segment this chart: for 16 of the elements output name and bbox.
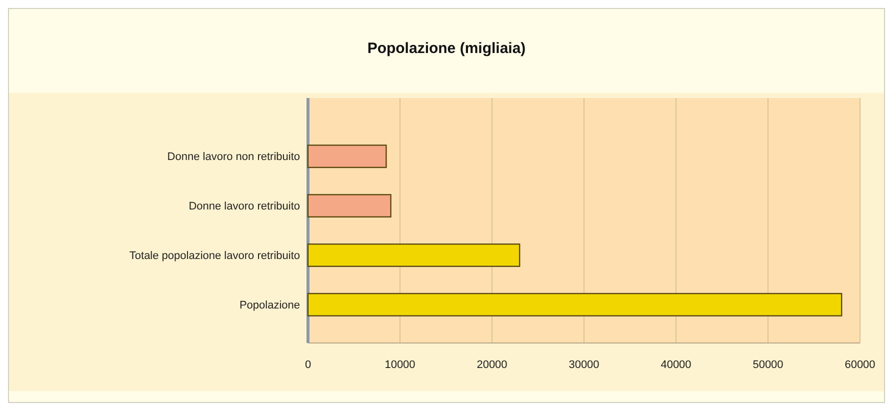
x-tick-label: 50000 — [752, 359, 784, 371]
x-tick-label: 30000 — [568, 359, 600, 371]
bar — [307, 244, 520, 267]
bar — [307, 292, 842, 316]
x-tick-label: 60000 — [844, 359, 876, 371]
x-tick-label: 20000 — [476, 359, 508, 371]
x-tick-label: 10000 — [384, 359, 416, 371]
x-tick-label: 0 — [304, 359, 312, 371]
chart-title: Popolazione (migliaia) — [367, 40, 526, 57]
bar — [307, 144, 387, 168]
y-tick-label: Donne lavoro retribuito — [188, 200, 300, 213]
x-tick-label: 40000 — [660, 359, 692, 371]
y-tick-label: Popolazione — [239, 300, 300, 312]
y-tick-label: Donne lavoro non retribuito — [167, 151, 300, 164]
bar — [307, 194, 392, 218]
y-tick-label: Totale popolazione lavoro retribuito — [129, 250, 300, 262]
